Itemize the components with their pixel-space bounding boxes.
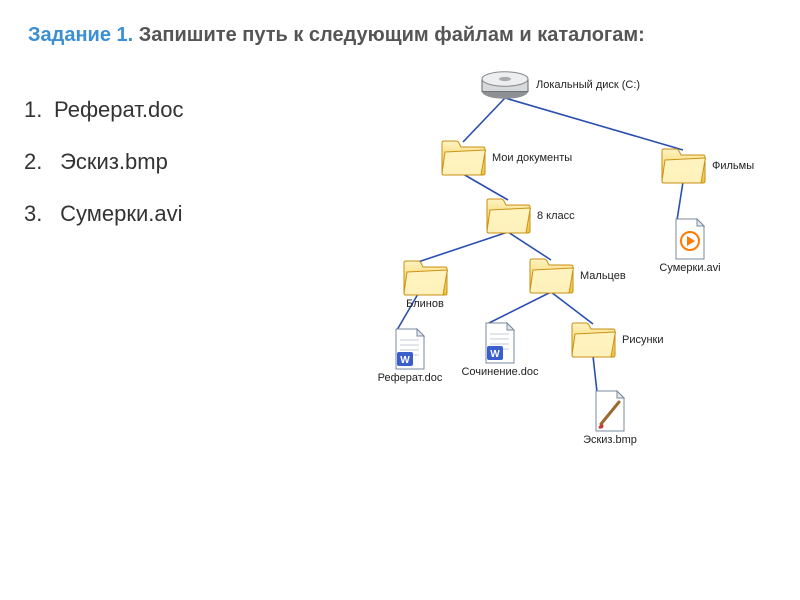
node-label: Мои документы [492,152,572,164]
video-icon [673,218,707,260]
node-label: Сочинение.doc [461,366,538,378]
node-maltsev: Мальцев [528,258,626,294]
node-label: Рисунки [622,334,664,346]
bmp-icon [593,390,627,432]
node-sochin: WСочинение.doc [470,322,530,378]
item-number: 3. [24,192,54,236]
node-blinov: Блинов [395,260,455,310]
node-label: Реферат.doc [378,372,443,384]
item-text: Реферат.doc [54,97,184,122]
doc-icon: W [483,322,517,364]
node-label: Локальный диск (С:) [536,79,640,91]
folder-icon [660,148,706,184]
svg-text:W: W [400,355,410,366]
folder-icon [402,260,448,296]
node-label: Эскиз.bmp [583,434,637,446]
doc-icon: W [393,328,427,370]
node-risunki: Рисунки [570,322,664,358]
node-sumerki: Сумерки.avi [660,218,720,274]
node-label: 8 класс [537,210,575,222]
item-number: 1. [24,88,54,132]
title-rest: Запишите путь к следующим файлам и катал… [133,24,645,46]
node-label: Сумерки.avi [659,262,720,274]
item-number: 2. [24,140,54,184]
node-docs: Мои документы [440,140,572,176]
list-item: 2. Эскиз.bmp [24,140,184,184]
folder-icon [570,322,616,358]
disk-icon [480,70,530,100]
folder-icon [440,140,486,176]
node-label: Фильмы [712,160,754,172]
node-eskiz: Эскиз.bmp [580,390,640,446]
node-referat: W Реферат.doc [380,328,440,384]
node-class8: 8 класс [485,198,575,234]
folder-icon [528,258,574,294]
node-disk: Локальный диск (С:) [480,70,640,100]
svg-text:W: W [490,349,500,360]
file-list: 1.Реферат.doc 2. Эскиз.bmp 3. Сумерки.av… [24,88,184,244]
title-accent: Задание 1. [28,24,133,46]
tree-diagram: Локальный диск (С:) Мои документы Фильмы 8 … [340,70,780,450]
list-item: 3. Сумерки.avi [24,192,184,236]
item-text: Сумерки.avi [54,201,183,226]
list-item: 1.Реферат.doc [24,88,184,132]
task-title: Задание 1. Запишите путь к следующим фай… [28,24,645,47]
folder-icon [485,198,531,234]
node-films: Фильмы [660,148,754,184]
node-label: Блинов [406,298,444,310]
node-label: Мальцев [580,270,626,282]
item-text: Эскиз.bmp [54,149,168,174]
